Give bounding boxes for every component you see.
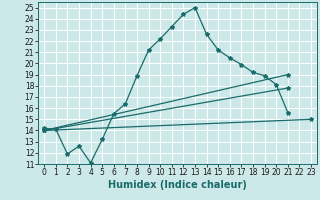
X-axis label: Humidex (Indice chaleur): Humidex (Indice chaleur) <box>108 180 247 190</box>
